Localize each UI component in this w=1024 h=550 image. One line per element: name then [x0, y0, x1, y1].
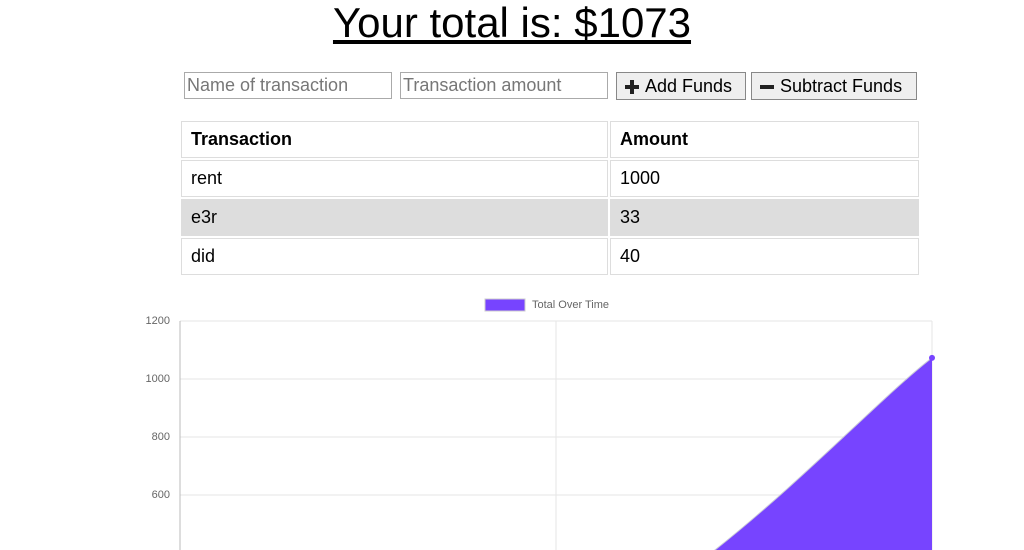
y-tick-label: 800: [152, 431, 170, 443]
y-tick-label: 600: [152, 489, 170, 501]
legend-label: Total Over Time: [532, 299, 609, 311]
add-label: Add Funds: [645, 76, 733, 96]
add-button[interactable]: Add Funds: [616, 72, 746, 100]
name-input[interactable]: Name of transaction: [184, 72, 392, 99]
row: e3r 33: [181, 199, 919, 236]
subtract-label: Subtract Funds: [780, 76, 903, 96]
point: [929, 354, 935, 361]
legend-swatch: [484, 298, 526, 312]
transactions-table: Transaction Amount rent 1000 e3r 33 did 40: [179, 119, 921, 277]
y-tick-label: 1000: [146, 373, 170, 385]
header-row: Transaction Amount: [181, 121, 919, 158]
y-tick-label: 1200: [146, 315, 170, 327]
cell: rent: [181, 160, 608, 197]
cell: did: [181, 238, 608, 275]
line: [714, 357, 933, 550]
header-cell: Amount: [610, 121, 919, 158]
cell: 33: [610, 199, 919, 236]
total-title: Your total is: $1073: [332, 0, 692, 46]
chart: 600 800 1000 1200 Total Over Time: [146, 298, 935, 550]
plus-icon: [625, 80, 639, 94]
cell: e3r: [181, 199, 608, 236]
header-cell: Transaction: [181, 121, 608, 158]
row: rent 1000: [181, 160, 919, 197]
amount-input[interactable]: Transaction amount: [400, 72, 608, 99]
minus-icon: [760, 85, 774, 89]
row: did 40: [181, 238, 919, 275]
cell: 40: [610, 238, 919, 275]
subtract-button[interactable]: Subtract Funds: [751, 72, 917, 100]
cell: 1000: [610, 160, 919, 197]
